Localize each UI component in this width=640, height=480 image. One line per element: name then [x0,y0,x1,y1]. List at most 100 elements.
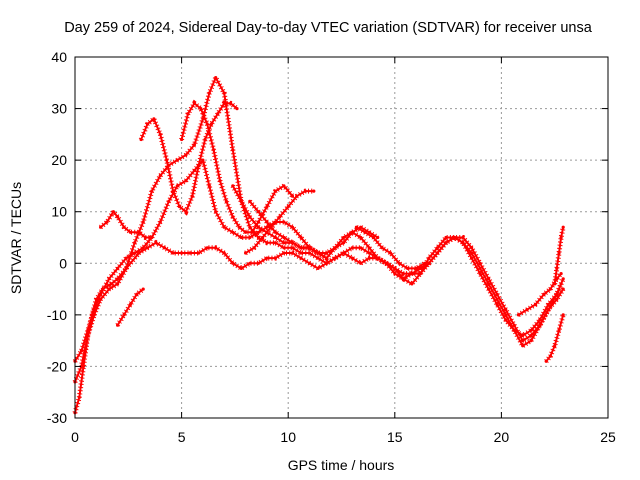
data-point [282,220,286,224]
data-point [342,251,346,255]
data-point [135,292,139,296]
data-point [209,122,213,126]
data-point [124,266,128,270]
data-point [290,225,295,229]
data-point [180,137,184,142]
data-point [186,112,190,116]
data-point [109,282,113,286]
data-point [282,184,286,188]
x-tick-label: 5 [178,429,186,445]
data-point [307,246,312,250]
data-point [192,101,196,105]
data-point [418,272,422,276]
series-track-5 [138,100,239,216]
data-point [154,241,158,245]
data-point [410,282,414,286]
data-point [141,287,145,291]
x-tick-label: 20 [494,429,510,445]
data-point [342,235,346,240]
data-point [107,277,111,281]
data-point [190,194,194,198]
data-point [470,251,474,255]
data-point [143,235,147,240]
data-point [231,230,235,234]
y-tick-label: -30 [47,410,67,426]
data-point [265,220,269,224]
data-point [239,235,243,240]
data-point [359,261,363,265]
data-point [444,241,448,245]
data-point [256,235,260,240]
data-point [252,246,256,250]
x-tick-label: 25 [600,429,616,445]
data-point [538,323,542,327]
data-point [561,277,565,281]
series-line-track-5 [140,102,238,213]
data-point [278,215,282,219]
data-point [299,235,303,240]
data-point [124,256,128,260]
data-point [141,220,145,224]
data-point [107,287,111,291]
data-point [152,117,156,121]
data-point [312,189,316,193]
data-point [248,261,252,265]
data-point [239,199,243,203]
grid-lines [75,57,608,418]
data-point [239,266,243,270]
series-markers-track-11 [355,225,426,271]
data-point [197,163,201,167]
data-point [316,251,320,255]
data-point [478,261,482,265]
data-point [290,246,295,250]
y-tick-label: 10 [51,204,67,220]
series-track-4 [99,207,152,240]
data-point [393,272,397,276]
data-point [171,189,175,193]
y-tick-label: 0 [59,255,67,271]
data-point [273,241,277,245]
data-point [231,261,235,265]
data-point [265,205,269,209]
data-point [371,235,376,240]
data-point [548,287,553,291]
data-point [333,256,337,260]
data-point [111,210,115,214]
data-point [414,266,418,270]
series-markers-track-8 [244,188,314,256]
y-tick-label: 30 [51,101,67,117]
data-point [165,158,169,162]
data-point [265,225,269,229]
data-point [307,261,312,265]
data-point [555,266,559,270]
data-point [444,235,448,240]
data-point [265,230,269,234]
data-point [207,184,211,188]
data-point [79,364,83,368]
series-line-track-1 [74,236,563,414]
data-point [222,225,226,229]
data-point [256,210,260,214]
series-track-1 [72,235,564,415]
data-point [410,272,414,276]
data-point [92,308,96,312]
data-point [244,251,248,255]
data-point [544,359,548,363]
data-point [158,174,162,178]
data-point [350,256,354,260]
data-point [177,205,182,209]
data-point [248,199,252,203]
data-point [359,246,363,250]
series-track-2 [72,71,566,384]
y-tick-label: -10 [47,307,67,323]
data-point [207,91,211,95]
data-point [561,225,565,229]
data-point [397,261,401,265]
x-axis-label: GPS time / hours [288,457,395,473]
data-point [218,179,222,183]
data-point [533,302,538,307]
data-point [303,189,307,193]
y-tick-label: 40 [51,49,67,65]
data-point [435,251,439,255]
data-point [542,292,546,296]
